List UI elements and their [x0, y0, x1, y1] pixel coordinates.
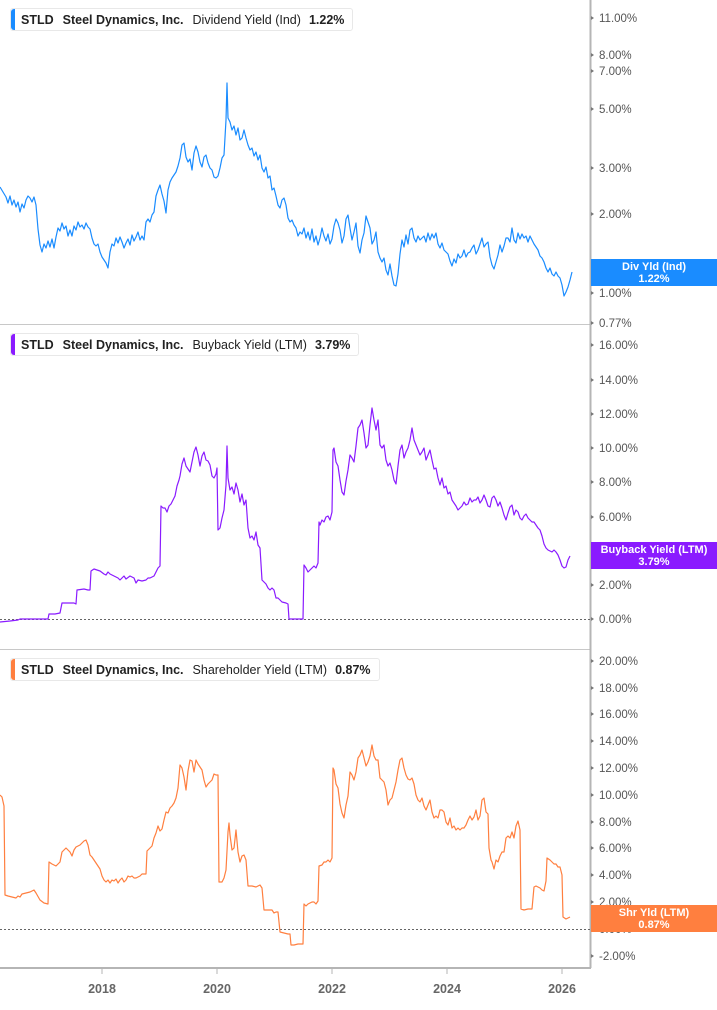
- dividend-y-axis: 11.00% 8.00% 7.00% 5.00% 3.00% 2.00% 1.0…: [591, 13, 637, 330]
- tag-label: Div Yld (Ind): [622, 260, 686, 273]
- y-tick-label: 20.00%: [599, 656, 638, 668]
- y-tick-label: 10.00%: [599, 443, 638, 455]
- y-tick-label: 16.00%: [599, 340, 638, 352]
- legend-metric: Buyback Yield (LTM): [192, 337, 307, 352]
- x-tick-label: 2022: [318, 982, 346, 996]
- y-tick-label: 6.00%: [599, 843, 632, 855]
- y-tick-label: 11.00%: [599, 13, 637, 25]
- legend-ticker: STLD: [21, 12, 54, 27]
- legend-company: Steel Dynamics, Inc.: [62, 12, 184, 27]
- y-tick-label: 16.00%: [599, 709, 638, 721]
- shareholder-last-value-tag: Shr Yld (LTM) 0.87%: [591, 905, 717, 932]
- dividend-last-value-tag: Div Yld (Ind) 1.22%: [591, 259, 717, 286]
- legend-metric: Shareholder Yield (LTM): [192, 662, 328, 677]
- legend-value: 1.22%: [308, 12, 345, 27]
- buyback-y-axis: 16.00% 14.00% 12.00% 10.00% 8.00% 6.00% …: [591, 340, 638, 626]
- tag-label: Buyback Yield (LTM): [600, 543, 708, 556]
- legend-value: 0.87%: [335, 662, 371, 677]
- legend-company: Steel Dynamics, Inc.: [62, 662, 184, 677]
- shareholder-y-axis: 20.00% 18.00% 16.00% 14.00% 12.00% 10.00…: [591, 656, 638, 963]
- tag-value: 3.79%: [638, 555, 670, 568]
- legend-ticker: STLD: [21, 662, 54, 677]
- legend-metric: Dividend Yield (Ind): [192, 12, 301, 27]
- y-tick-label: 8.00%: [599, 50, 632, 62]
- dividend-legend[interactable]: STLD Steel Dynamics, Inc. Dividend Yield…: [10, 8, 354, 31]
- y-tick-label: 2.00%: [599, 209, 632, 221]
- x-tick-label: 2018: [88, 982, 116, 996]
- y-tick-label: 8.00%: [599, 477, 632, 489]
- legend-ticker: STLD: [21, 337, 54, 352]
- y-tick-label: 4.00%: [599, 870, 632, 882]
- shareholder-yield-line: [0, 744, 571, 946]
- y-tick-label: 12.00%: [599, 409, 638, 421]
- y-tick-label: 2.00%: [599, 580, 632, 592]
- y-tick-label: 10.00%: [599, 790, 638, 802]
- x-tick-label: 2020: [203, 982, 231, 996]
- buyback-yield-line: [0, 407, 571, 623]
- legend-company: Steel Dynamics, Inc.: [62, 337, 184, 352]
- tag-value: 1.22%: [638, 272, 670, 285]
- y-tick-label: 18.00%: [599, 683, 638, 695]
- legend-value: 3.79%: [314, 337, 351, 352]
- y-tick-label: 1.00%: [599, 288, 632, 300]
- tag-value: 0.87%: [638, 918, 670, 931]
- y-tick-label: 3.00%: [599, 163, 632, 175]
- y-tick-label: -2.00%: [599, 951, 635, 963]
- series-color-swatch: [11, 659, 15, 680]
- x-tick-label: 2024: [433, 982, 461, 996]
- dividend-yield-line: [0, 82, 573, 297]
- y-tick-label: 7.00%: [599, 66, 632, 78]
- tag-label: Shr Yld (LTM): [618, 906, 690, 919]
- y-tick-label: 8.00%: [599, 817, 632, 829]
- y-tick-label: 12.00%: [599, 763, 638, 775]
- buyback-last-value-tag: Buyback Yield (LTM) 3.79%: [591, 542, 717, 569]
- x-tick-label: 2026: [548, 982, 576, 996]
- series-color-swatch: [11, 334, 15, 355]
- buyback-legend[interactable]: STLD Steel Dynamics, Inc. Buyback Yield …: [10, 333, 360, 356]
- shareholder-legend[interactable]: STLD Steel Dynamics, Inc. Shareholder Yi…: [10, 658, 380, 681]
- y-tick-label: 14.00%: [599, 736, 638, 748]
- x-axis-ticks: 2018 2020 2022 2024 2026: [88, 968, 576, 996]
- y-tick-label: 6.00%: [599, 512, 632, 524]
- y-tick-label: 0.00%: [599, 614, 632, 626]
- y-tick-label: 14.00%: [599, 375, 638, 387]
- y-tick-label: 5.00%: [599, 104, 632, 116]
- y-tick-label: 0.77%: [599, 318, 632, 330]
- series-color-swatch: [11, 9, 15, 30]
